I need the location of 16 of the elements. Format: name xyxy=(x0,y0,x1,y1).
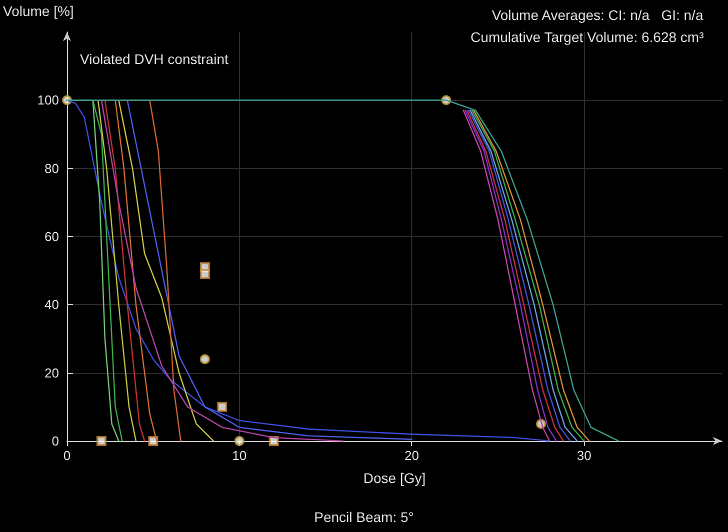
text: Pencil Beam: 5° xyxy=(314,509,414,525)
y-tick-label: 80 xyxy=(44,160,59,176)
x-tick-label: 0 xyxy=(63,448,71,463)
y-tick-label: 40 xyxy=(44,297,59,312)
y-tick-label: 100 xyxy=(37,92,59,108)
x-tick-label: 30 xyxy=(576,448,592,463)
y-tick-label: 20 xyxy=(44,365,59,380)
annotation: Violated DVH constraint xyxy=(80,51,228,67)
x-axis-title: Dose [Gy] xyxy=(363,470,426,486)
y-tick-label: 60 xyxy=(44,229,59,244)
annotation: Cumulative Target Volume: 6.628 cm³ xyxy=(470,29,704,45)
y-axis-title: Volume [%] xyxy=(3,3,74,19)
x-tick-label: 10 xyxy=(232,448,247,463)
y-tick-label: 0 xyxy=(52,434,59,448)
text: Volume Averages: CI: n/a GI: n/a xyxy=(492,7,704,23)
x-tick-label: 20 xyxy=(404,448,419,463)
